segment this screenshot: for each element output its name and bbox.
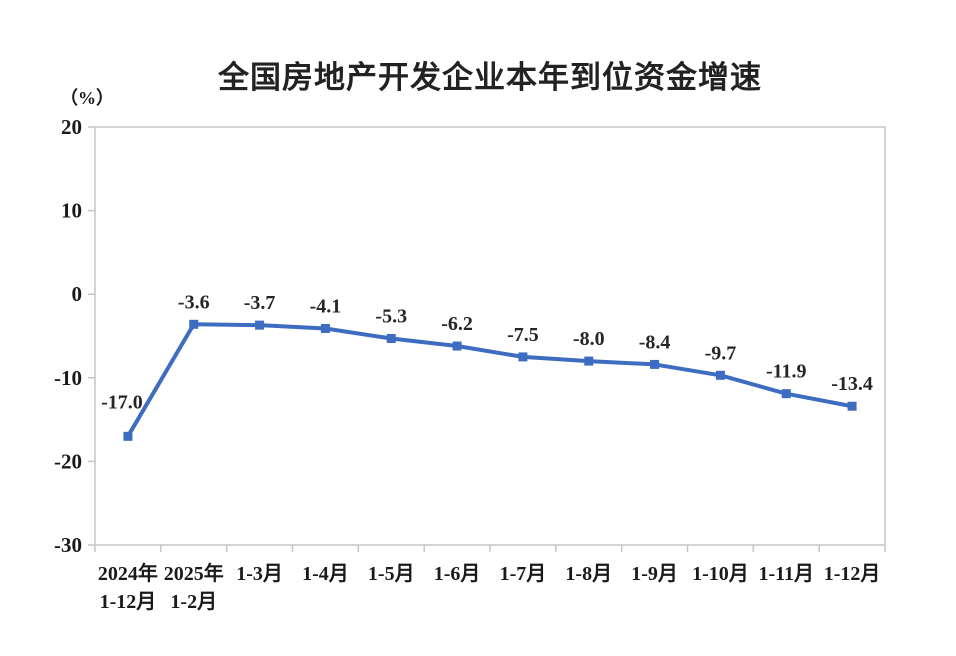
data-label: -17.0 [101,391,143,413]
data-point-marker [781,389,791,399]
data-label: -8.4 [639,331,671,353]
data-label: -9.7 [705,342,737,364]
x-tick-label: 1-11月 [758,563,814,585]
data-point-marker [189,319,199,329]
x-tick-label: 1-8月 [565,563,612,585]
plot-border [94,126,886,546]
y-tick-label: -20 [54,449,82,473]
y-tick-label: -30 [54,533,82,557]
x-tick-label: 2025年 [164,561,224,585]
data-point-marker [452,341,462,351]
data-point-marker [518,352,528,362]
data-point-marker [847,401,857,411]
x-tick-label: 1-5月 [368,563,415,585]
data-label: -4.1 [310,295,342,317]
data-point-marker [650,359,660,369]
y-tick-label: 10 [61,199,82,223]
y-axis-unit-label: （%） [60,88,114,108]
data-point-marker [584,356,594,366]
y-tick-label: -10 [54,366,82,390]
x-tick-label: 1-9月 [631,563,678,585]
data-point-marker [123,431,133,441]
x-tick-label: 1-10月 [692,563,749,585]
x-tick-label: 1-6月 [434,563,481,585]
chart-title: 全国房地产开发企业本年到位资金增速 [218,60,762,95]
data-label: -7.5 [507,324,539,346]
data-point-marker [255,320,265,330]
x-tick-label: 1-7月 [500,563,547,585]
x-tick-label: 1-12月 [824,563,881,585]
data-point-marker [386,334,396,344]
x-tick-label: 2024年 [98,561,158,585]
y-tick-label: 0 [72,282,83,306]
data-point-marker [320,323,330,333]
data-label: -6.2 [441,313,473,335]
data-label: -11.9 [766,361,807,383]
trend-line [125,322,855,439]
data-label: -3.7 [244,292,276,314]
data-label: -5.3 [375,306,407,328]
data-label: -8.0 [573,328,605,350]
data-label: -3.6 [178,291,210,313]
x-tick-label: 1-2月 [170,591,217,613]
x-tick-label: 1-3月 [236,563,283,585]
data-label: -13.4 [831,373,873,395]
data-point-marker [715,370,725,380]
x-tick-label: 1-12月 [100,591,157,613]
y-tick-label: 20 [61,115,82,139]
x-tick-label: 1-4月 [302,563,349,585]
